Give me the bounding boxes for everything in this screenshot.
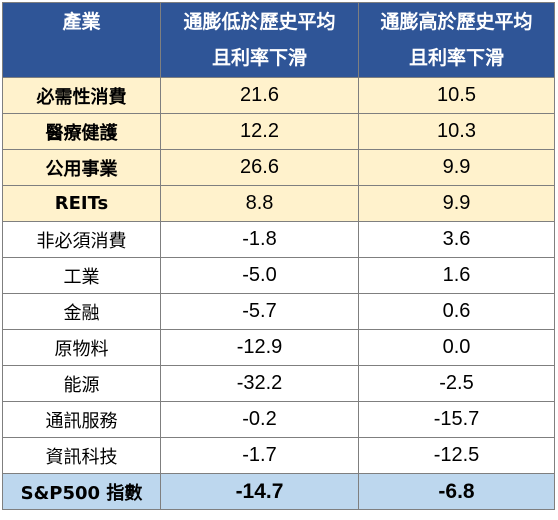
table-row: REITs 8.8 9.9: [2, 185, 555, 222]
table-row: 資訊科技 -1.7 -12.5: [2, 437, 555, 474]
high-inflation-value: 10.3: [358, 113, 555, 150]
total-label: S&P500 指數: [2, 473, 161, 510]
high-inflation-value: -15.7: [358, 401, 555, 438]
high-inflation-value: 0.0: [358, 329, 555, 366]
table-row: 必需性消費 21.6 10.5: [2, 77, 555, 114]
header-row: 產業 通膨低於歷史平均 且利率下滑 通膨高於歷史平均 且利率下滑: [2, 2, 555, 78]
table-row: 醫療健護 12.2 10.3: [2, 113, 555, 150]
low-inflation-value: 8.8: [160, 185, 359, 222]
high-inflation-value: 9.9: [358, 185, 555, 222]
sector-cell: 工業: [2, 257, 161, 294]
table-row: 非必須消費 -1.8 3.6: [2, 221, 555, 258]
header-sector-label: 產業: [62, 11, 101, 33]
header-sector: 產業: [2, 2, 161, 78]
total-row: S&P500 指數 -14.7 -6.8: [2, 473, 555, 510]
table-row: 工業 -5.0 1.6: [2, 257, 555, 294]
low-inflation-value: -0.2: [160, 401, 359, 438]
header-high-line2: 且利率下滑: [408, 47, 504, 69]
low-inflation-value: 26.6: [160, 149, 359, 186]
low-inflation-value: -5.0: [160, 257, 359, 294]
low-inflation-value: 12.2: [160, 113, 359, 150]
header-low-line1: 通膨低於歷史平均: [183, 11, 336, 33]
table-row: 能源 -32.2 -2.5: [2, 365, 555, 402]
high-inflation-value: 0.6: [358, 293, 555, 330]
sector-cell: 資訊科技: [2, 437, 161, 474]
low-inflation-value: -1.8: [160, 221, 359, 258]
high-inflation-value: 3.6: [358, 221, 555, 258]
sector-cell: 非必須消費: [2, 221, 161, 258]
low-inflation-value: -12.9: [160, 329, 359, 366]
header-high-inflation: 通膨高於歷史平均 且利率下滑: [358, 2, 555, 78]
table-row: 通訊服務 -0.2 -15.7: [2, 401, 555, 438]
total-high-inflation-value: -6.8: [358, 473, 555, 510]
sector-cell: 原物料: [2, 329, 161, 366]
sector-cell: 公用事業: [2, 149, 161, 186]
table-row: 金融 -5.7 0.6: [2, 293, 555, 330]
low-inflation-value: -5.7: [160, 293, 359, 330]
header-high-line1: 通膨高於歷史平均: [380, 11, 533, 33]
sector-cell: 能源: [2, 365, 161, 402]
header-low-line2: 且利率下滑: [211, 47, 307, 69]
low-inflation-value: -32.2: [160, 365, 359, 402]
sector-performance-table: 產業 通膨低於歷史平均 且利率下滑 通膨高於歷史平均 且利率下滑 必需性消費 2…: [2, 2, 555, 510]
sector-cell: 通訊服務: [2, 401, 161, 438]
high-inflation-value: 9.9: [358, 149, 555, 186]
total-low-inflation-value: -14.7: [160, 473, 359, 510]
sector-cell: 醫療健護: [2, 113, 161, 150]
low-inflation-value: -1.7: [160, 437, 359, 474]
high-inflation-value: -12.5: [358, 437, 555, 474]
high-inflation-value: -2.5: [358, 365, 555, 402]
header-low-inflation: 通膨低於歷史平均 且利率下滑: [160, 2, 359, 78]
sector-cell: 金融: [2, 293, 161, 330]
high-inflation-value: 1.6: [358, 257, 555, 294]
table-row: 原物料 -12.9 0.0: [2, 329, 555, 366]
high-inflation-value: 10.5: [358, 77, 555, 114]
table-row: 公用事業 26.6 9.9: [2, 149, 555, 186]
sector-cell: 必需性消費: [2, 77, 161, 114]
low-inflation-value: 21.6: [160, 77, 359, 114]
sector-cell: REITs: [2, 185, 161, 222]
